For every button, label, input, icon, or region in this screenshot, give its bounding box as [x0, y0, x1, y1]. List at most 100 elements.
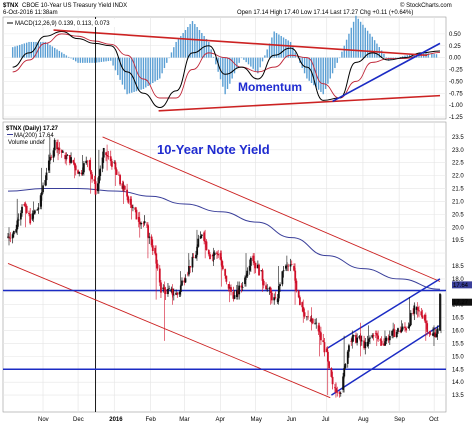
candle-body	[391, 330, 394, 336]
candle-body	[244, 277, 246, 285]
candle-body	[80, 173, 83, 175]
macd-histogram-bar	[433, 53, 435, 58]
candle-body	[426, 323, 429, 332]
candle-body	[432, 333, 434, 336]
ma-value-tag-bg	[452, 281, 472, 289]
candle-body	[413, 305, 416, 314]
candle-body	[320, 332, 322, 341]
macd-histogram-bar	[289, 41, 292, 58]
price-y-tick-label: 13.5	[452, 393, 464, 399]
macd-histogram-bar	[317, 57, 320, 90]
candle-body	[356, 337, 359, 343]
macd-histogram-bar	[259, 57, 261, 68]
candle-body	[348, 345, 350, 352]
macd-histogram-bar	[348, 33, 350, 58]
macd-histogram-bar	[70, 57, 72, 59]
macd-histogram-bar	[39, 41, 42, 58]
macd-histogram-bar	[93, 57, 96, 63]
candle-body	[401, 326, 404, 330]
candle-body	[199, 235, 202, 239]
macd-histogram-bar	[201, 32, 203, 58]
candle-body	[227, 284, 230, 289]
candle-body	[260, 270, 263, 272]
candle-body	[265, 285, 267, 290]
candle-body	[105, 152, 107, 156]
macd-histogram-bar	[145, 57, 147, 88]
candle-body	[266, 288, 269, 290]
candle-body	[29, 213, 32, 224]
candle-body	[31, 213, 34, 220]
macd-y-tick-label: -0.50	[449, 79, 463, 85]
candle-body	[178, 291, 181, 295]
macd-histogram-bar	[168, 57, 170, 59]
candle-body	[439, 293, 441, 331]
candle-body	[151, 245, 154, 252]
macd-histogram-bar	[431, 53, 433, 58]
x-tick-label: Feb	[145, 417, 156, 423]
candle-body	[53, 139, 56, 151]
macd-histogram-bar	[173, 47, 175, 58]
price-legend-line3: Volume undef	[8, 140, 45, 146]
axis-labels: 0.50 0.25 0.00 -0.25 -0.50 -0.75 -1.00 -1.25 23.…	[38, 32, 472, 423]
candle-body	[44, 180, 47, 186]
candle-body	[99, 168, 102, 177]
candle-body	[68, 155, 71, 163]
candle-body	[350, 340, 353, 342]
macd-histogram-bar	[161, 57, 163, 74]
candle-body	[45, 172, 48, 181]
macd-histogram-bar	[327, 57, 329, 84]
candle-body	[369, 337, 371, 339]
x-tick-label: Apr	[215, 417, 224, 423]
price-y-tick-label: 18.0	[452, 277, 464, 283]
candle-body	[121, 183, 124, 189]
macd-histogram-bar	[105, 57, 107, 62]
candle-body	[235, 290, 238, 297]
candle-body	[77, 170, 79, 174]
candle-body	[127, 196, 130, 203]
macd-histogram-bar	[159, 57, 161, 79]
candle-body	[256, 264, 259, 269]
candle-body	[172, 294, 175, 296]
candle-body	[344, 363, 347, 368]
macd-histogram-bar	[343, 45, 345, 58]
macd-histogram-bar	[154, 57, 156, 82]
macd-histogram-bar	[350, 27, 352, 58]
macd-histogram-bar	[313, 57, 315, 86]
macd-histogram-bar	[394, 57, 397, 59]
candle-body	[290, 264, 293, 265]
header-description: CBOE 10-Year US Treasury Yield INDX	[22, 3, 127, 9]
x-tick-label: Aug	[358, 417, 369, 423]
macd-histogram-bar	[238, 57, 240, 63]
macd-histogram-bar	[147, 57, 149, 86]
macd-line	[12, 30, 441, 109]
candle-body	[64, 154, 67, 160]
macd-histogram-bar	[359, 21, 362, 58]
candle-body	[429, 333, 432, 335]
price-y-tick-label: 14.5	[452, 367, 464, 373]
candle-body	[307, 316, 309, 318]
price-blue-trendline-0	[331, 324, 441, 396]
macd-y-tick-label: 0.25	[449, 44, 461, 50]
momentum-annotation: Momentum	[238, 80, 302, 94]
macd-histogram-bar	[364, 27, 366, 58]
candle-body	[146, 224, 148, 226]
macd-histogram-bar	[226, 57, 229, 89]
candle-body	[129, 198, 132, 205]
candle-body	[140, 222, 143, 225]
ma200-path	[7, 188, 441, 290]
candle-body	[113, 162, 116, 164]
macd-histogram-bar	[133, 57, 135, 92]
header-symbol: $TNX	[3, 3, 18, 9]
macd-histogram-bar	[222, 57, 224, 87]
macd-histogram-bar	[231, 57, 233, 79]
candle-body	[385, 337, 388, 342]
macd-histogram-bar	[224, 57, 226, 95]
candle-body	[123, 185, 126, 190]
header-watermark: © StockCharts.com	[400, 2, 452, 9]
macd-histogram-bar	[401, 56, 404, 58]
candle-body	[21, 206, 23, 214]
macd-histogram-bar	[208, 41, 210, 58]
candle-body	[252, 255, 255, 262]
candle-body	[258, 264, 260, 276]
